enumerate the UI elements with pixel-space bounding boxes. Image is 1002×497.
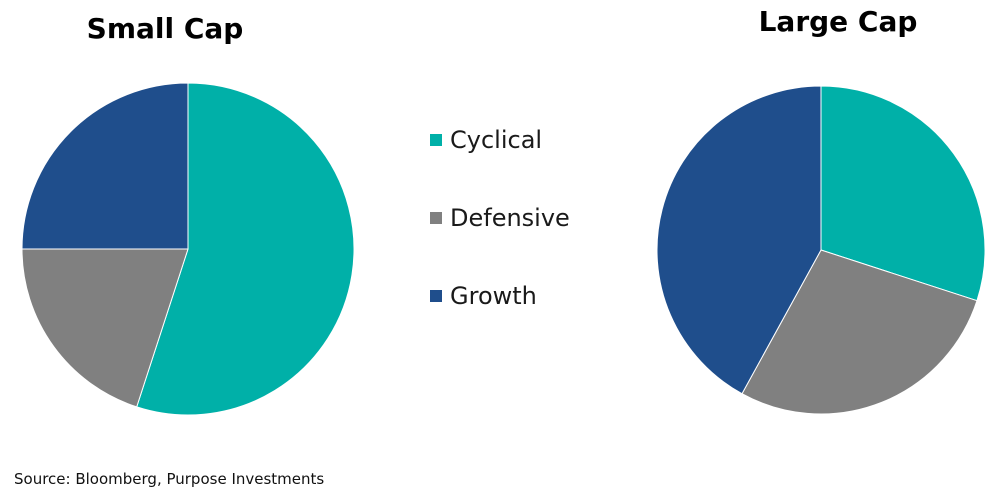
legend-label-defensive: Defensive [450, 204, 570, 232]
pie-slice-large-cap-growth [656, 85, 822, 395]
legend-item-defensive: Defensive [430, 200, 570, 236]
source-note: Source: Bloomberg, Purpose Investments [14, 470, 325, 488]
legend: Cyclical Defensive Growth [430, 122, 570, 356]
legend-swatch-cyclical [430, 134, 442, 146]
chart-title-small-cap: Small Cap [86, 12, 244, 45]
pie-slice-large-cap-cyclical [820, 85, 986, 302]
pie-slice-small-cap-growth [21, 82, 189, 250]
legend-swatch-defensive [430, 212, 442, 224]
pie-slice-large-cap-defensive [741, 249, 978, 415]
legend-item-growth: Growth [430, 278, 570, 314]
legend-item-cyclical: Cyclical [430, 122, 570, 158]
legend-label-growth: Growth [450, 282, 537, 310]
legend-label-cyclical: Cyclical [450, 126, 543, 154]
legend-swatch-growth [430, 290, 442, 302]
pie-slice-small-cap-cyclical [136, 82, 355, 416]
pie-slice-small-cap-defensive [21, 248, 189, 408]
chart-title-large-cap: Large Cap [758, 5, 918, 38]
